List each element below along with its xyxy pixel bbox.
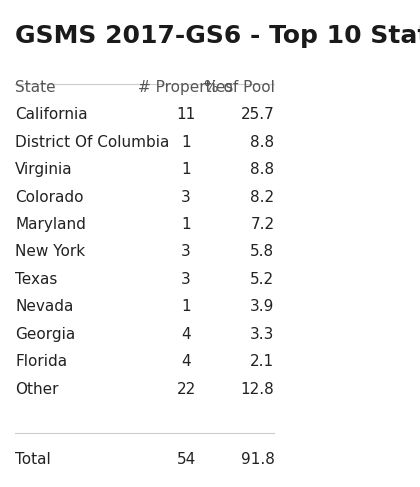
Text: 8.8: 8.8 [250, 135, 274, 150]
Text: Colorado: Colorado [15, 189, 84, 205]
Text: GSMS 2017-GS6 - Top 10 States: GSMS 2017-GS6 - Top 10 States [15, 23, 420, 48]
Text: 4: 4 [181, 327, 191, 342]
Text: New York: New York [15, 244, 85, 260]
Text: 91.8: 91.8 [241, 451, 274, 467]
Text: 3: 3 [181, 244, 191, 260]
Text: 11: 11 [176, 107, 196, 122]
Text: % of Pool: % of Pool [204, 80, 274, 95]
Text: 7.2: 7.2 [250, 217, 274, 232]
Text: 12.8: 12.8 [241, 382, 274, 396]
Text: District Of Columbia: District Of Columbia [15, 135, 170, 150]
Text: 5.2: 5.2 [250, 272, 274, 287]
Text: 1: 1 [181, 217, 191, 232]
Text: # Properties: # Properties [139, 80, 234, 95]
Text: 3.3: 3.3 [250, 327, 274, 342]
Text: 22: 22 [176, 382, 196, 396]
Text: Other: Other [15, 382, 59, 396]
Text: 8.2: 8.2 [250, 189, 274, 205]
Text: Florida: Florida [15, 354, 67, 369]
Text: 25.7: 25.7 [241, 107, 274, 122]
Text: Virginia: Virginia [15, 162, 73, 177]
Text: Nevada: Nevada [15, 300, 74, 314]
Text: 8.8: 8.8 [250, 162, 274, 177]
Text: 3: 3 [181, 189, 191, 205]
Text: Maryland: Maryland [15, 217, 86, 232]
Text: 1: 1 [181, 135, 191, 150]
Text: 2.1: 2.1 [250, 354, 274, 369]
Text: Texas: Texas [15, 272, 58, 287]
Text: 4: 4 [181, 354, 191, 369]
Text: 54: 54 [176, 451, 196, 467]
Text: 1: 1 [181, 300, 191, 314]
Text: State: State [15, 80, 56, 95]
Text: Georgia: Georgia [15, 327, 76, 342]
Text: 3.9: 3.9 [250, 300, 274, 314]
Text: 1: 1 [181, 162, 191, 177]
Text: 3: 3 [181, 272, 191, 287]
Text: Total: Total [15, 451, 51, 467]
Text: California: California [15, 107, 88, 122]
Text: 5.8: 5.8 [250, 244, 274, 260]
